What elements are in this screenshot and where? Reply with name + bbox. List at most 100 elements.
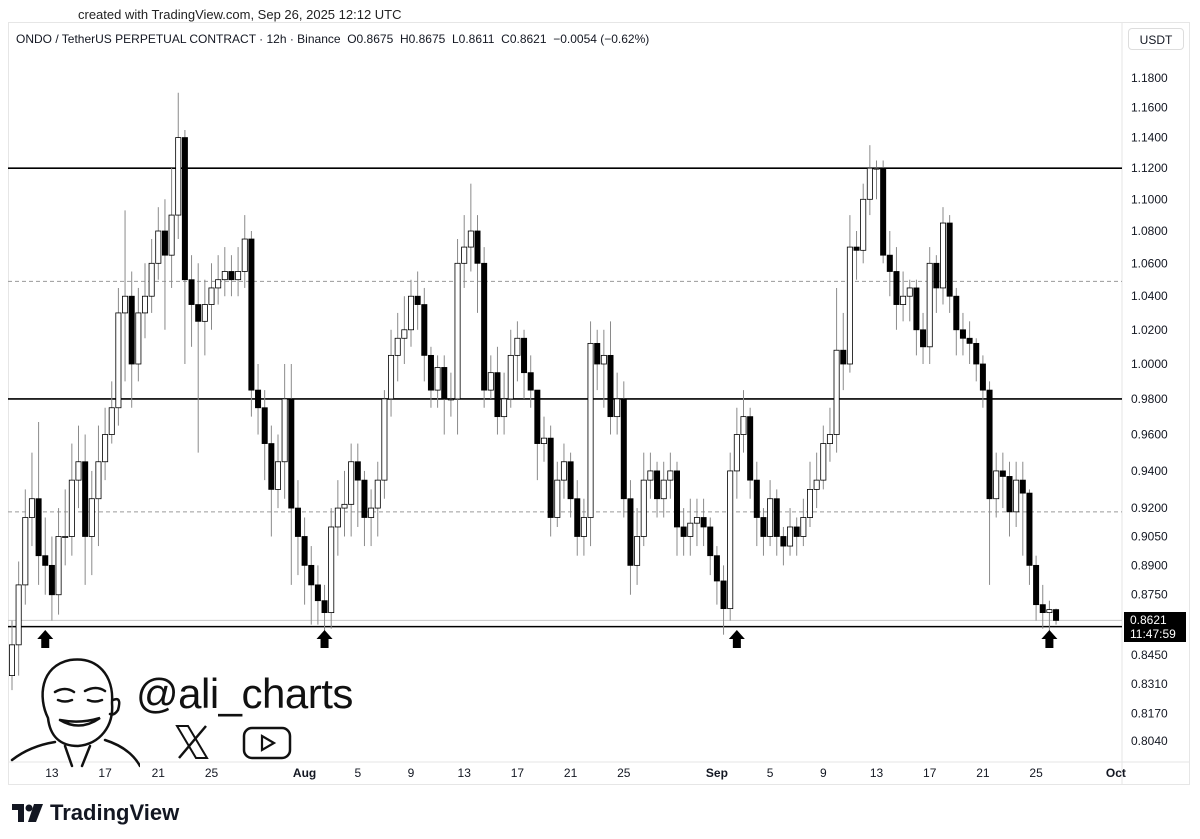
candle-down bbox=[1006, 476, 1013, 513]
candle-up bbox=[8, 644, 15, 676]
candle-down bbox=[674, 470, 681, 528]
up-arrow-marker bbox=[1041, 630, 1058, 648]
x-tick-label: 25 bbox=[1029, 766, 1043, 780]
candle-down bbox=[527, 372, 534, 391]
candle-up bbox=[368, 507, 375, 518]
x-logo-icon[interactable] bbox=[174, 724, 210, 760]
y-tick-label: 0.9400 bbox=[1131, 464, 1168, 478]
y-tick-label: 0.9800 bbox=[1131, 392, 1168, 406]
candle-down bbox=[780, 536, 787, 547]
candle-down bbox=[361, 479, 368, 518]
symbol-legend: ONDO / TetherUS PERPETUAL CONTRACT · 12h… bbox=[16, 32, 649, 46]
currency-unit-button[interactable]: USDT bbox=[1128, 28, 1184, 50]
x-tick-label: 13 bbox=[870, 766, 884, 780]
y-tick-label: 0.8040 bbox=[1131, 734, 1168, 748]
candle-up bbox=[88, 498, 95, 537]
candle-down bbox=[979, 363, 986, 391]
candle-down bbox=[574, 498, 581, 537]
y-tick-label: 0.9200 bbox=[1131, 501, 1168, 515]
candle-down bbox=[521, 337, 528, 374]
tradingview-footer-logo: TradingView bbox=[12, 800, 179, 826]
up-arrow-marker bbox=[316, 630, 333, 648]
y-tick-label: 0.8310 bbox=[1131, 677, 1168, 691]
candle-up bbox=[640, 479, 647, 537]
candle-up bbox=[22, 517, 29, 586]
candle-up bbox=[108, 407, 115, 435]
candle-up bbox=[800, 517, 807, 537]
up-arrow-marker bbox=[37, 630, 54, 648]
candle-down bbox=[534, 389, 541, 444]
youtube-icon[interactable] bbox=[242, 726, 292, 760]
candle-down bbox=[793, 526, 800, 537]
candle-up bbox=[647, 470, 654, 481]
candle-up bbox=[693, 517, 700, 524]
candle-up bbox=[201, 304, 208, 322]
y-tick-label: 0.8450 bbox=[1131, 648, 1168, 662]
y-tick-label: 0.8750 bbox=[1131, 588, 1168, 602]
candle-up bbox=[940, 222, 947, 289]
symbol-title[interactable]: ONDO / TetherUS PERPETUAL CONTRACT · 12h… bbox=[16, 32, 341, 46]
candle-up bbox=[394, 337, 401, 356]
candle-up bbox=[68, 479, 75, 537]
ohlc-low: L0.8611 bbox=[451, 32, 495, 46]
candle-up bbox=[833, 349, 840, 435]
y-tick-label: 1.0200 bbox=[1131, 323, 1168, 337]
candle-down bbox=[720, 580, 727, 610]
candle-down bbox=[427, 354, 434, 391]
candle-up bbox=[993, 470, 1000, 500]
last-price-value: 0.8621 bbox=[1130, 613, 1167, 627]
candle-down bbox=[680, 526, 687, 537]
candle-up bbox=[461, 246, 468, 264]
candle-down bbox=[840, 349, 847, 365]
x-tick-label: 21 bbox=[152, 766, 166, 780]
candle-down bbox=[294, 507, 301, 537]
candle-up bbox=[55, 536, 62, 596]
avatar-cartoon bbox=[10, 658, 140, 768]
candle-down bbox=[474, 230, 481, 264]
candle-down bbox=[920, 329, 927, 348]
candle-up bbox=[554, 479, 561, 518]
candle-down bbox=[288, 398, 295, 509]
candle-up bbox=[434, 367, 441, 391]
candle-up bbox=[826, 434, 833, 444]
candle-up bbox=[135, 312, 142, 365]
candle-down bbox=[753, 479, 760, 518]
x-tick-label: Sep bbox=[706, 766, 728, 780]
candle-down bbox=[161, 230, 168, 256]
candle-up bbox=[846, 246, 853, 365]
candle-up bbox=[507, 354, 514, 400]
candle-down bbox=[314, 584, 321, 602]
y-tick-label: 1.1800 bbox=[1131, 71, 1168, 85]
candle-up bbox=[560, 461, 567, 481]
y-tick-label: 0.8170 bbox=[1131, 706, 1168, 720]
candle-up bbox=[115, 312, 122, 409]
candle-down bbox=[42, 555, 49, 566]
candle-up bbox=[95, 461, 102, 500]
candle-up bbox=[388, 354, 395, 400]
candle-up bbox=[148, 262, 155, 297]
candle-down bbox=[255, 389, 262, 409]
chart-frame bbox=[8, 22, 1190, 785]
x-tick-label: 21 bbox=[976, 766, 990, 780]
candle-down bbox=[354, 461, 361, 481]
y-tick-label: 0.9050 bbox=[1131, 529, 1168, 543]
candle-up bbox=[813, 479, 820, 490]
candle-up bbox=[873, 167, 880, 170]
candle-down bbox=[1019, 479, 1026, 494]
candle-up bbox=[866, 167, 873, 200]
candle-down bbox=[268, 443, 275, 490]
candle-down bbox=[321, 600, 328, 614]
candle-up bbox=[241, 238, 248, 272]
candle-up bbox=[75, 461, 82, 481]
y-tick-label: 0.8900 bbox=[1131, 558, 1168, 572]
candle-up bbox=[580, 517, 587, 537]
created-with-watermark: created with TradingView.com, Sep 26, 20… bbox=[78, 7, 402, 22]
candle-up bbox=[235, 271, 242, 281]
candle-down bbox=[760, 517, 767, 537]
candle-up bbox=[341, 503, 348, 509]
candle-up bbox=[175, 137, 182, 216]
y-tick-label: 1.0800 bbox=[1131, 224, 1168, 238]
bar-countdown: 11:47:59 bbox=[1130, 627, 1176, 641]
candle-up bbox=[820, 443, 827, 481]
